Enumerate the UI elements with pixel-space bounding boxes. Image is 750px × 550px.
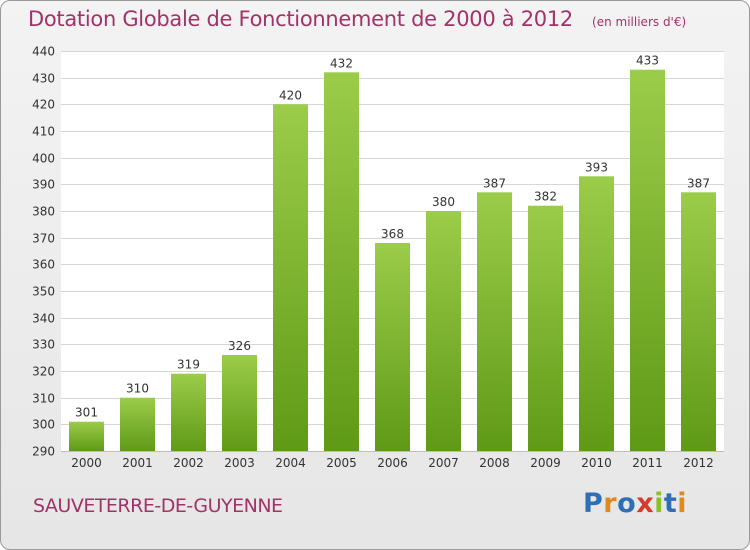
y-tick-label: 440 [32, 45, 55, 59]
x-tick-label: 2001 [122, 456, 153, 470]
y-tick-label: 340 [32, 312, 55, 326]
y-tick-label: 310 [32, 392, 55, 406]
data-label: 319 [177, 358, 200, 372]
data-label: 382 [534, 190, 557, 204]
bar-2005 [324, 72, 359, 452]
y-tick-label: 410 [32, 125, 55, 139]
bar-2006 [375, 243, 410, 451]
y-tick-label: 290 [32, 445, 55, 459]
x-tick-label: 2007 [428, 456, 459, 470]
bar-2003 [222, 355, 257, 451]
x-axis-labels: 2000 2001 2002 2003 2004 2005 2006 2007 2008 2009… [71, 456, 714, 470]
bar-2009 [528, 205, 563, 451]
x-tick-label: 2008 [479, 456, 510, 470]
data-label: 393 [585, 160, 608, 174]
bar-2001 [120, 397, 155, 451]
data-label: 433 [636, 54, 659, 68]
bars [69, 69, 716, 452]
bar-2010 [579, 176, 614, 452]
y-tick-label: 380 [32, 205, 55, 219]
y-tick-label: 370 [32, 232, 55, 246]
x-tick-label: 2006 [377, 456, 408, 470]
data-label: 387 [687, 176, 710, 190]
y-tick-label: 420 [32, 98, 55, 112]
y-tick-label: 350 [32, 285, 55, 299]
bar-2002 [171, 373, 206, 451]
data-label: 301 [75, 406, 98, 420]
proxiti-logo: Proxiti [583, 488, 688, 519]
x-tick-label: 2010 [581, 456, 612, 470]
x-tick-label: 2009 [530, 456, 561, 470]
y-tick-label: 430 [32, 72, 55, 86]
data-label: 420 [279, 88, 302, 102]
y-tick-label: 400 [32, 152, 55, 166]
data-labels: 301 310 319 326 420 432 368 380 387 382 393 433 387 [75, 54, 710, 420]
x-tick-label: 2011 [632, 456, 663, 470]
data-label: 326 [228, 339, 251, 353]
data-label: 310 [126, 382, 149, 396]
data-label: 432 [330, 56, 353, 70]
y-tick-label: 360 [32, 258, 55, 272]
x-tick-label: 2000 [71, 456, 102, 470]
bar-2011 [630, 69, 665, 451]
x-tick-label: 2012 [683, 456, 714, 470]
bar-2012 [681, 192, 716, 452]
x-tick-label: 2004 [275, 456, 306, 470]
y-tick-label: 300 [32, 418, 55, 432]
data-label: 368 [381, 227, 404, 241]
bar-2007 [426, 211, 461, 451]
bar-2008 [477, 192, 512, 452]
y-tick-label: 320 [32, 365, 55, 379]
x-tick-label: 2003 [224, 456, 255, 470]
y-tick-label: 330 [32, 338, 55, 352]
data-label: 387 [483, 176, 506, 190]
x-tick-label: 2005 [326, 456, 357, 470]
y-axis-labels: 290 300 310 320 330 340 350 360 370 380 390 400 410 4… [32, 45, 55, 459]
x-tick-label: 2002 [173, 456, 204, 470]
chart-subtitle: (en milliers d'€) [592, 15, 687, 29]
data-label: 380 [432, 195, 455, 209]
y-tick-label: 390 [32, 178, 55, 192]
bar-2004 [273, 104, 308, 452]
bar-2000 [69, 421, 104, 451]
place-name: SAUVETERRE-DE-GUYENNE [33, 495, 283, 517]
chart-title: Dotation Globale de Fonctionnement de 20… [28, 7, 573, 31]
chart-title-row: Dotation Globale de Fonctionnement de 20… [28, 7, 686, 31]
